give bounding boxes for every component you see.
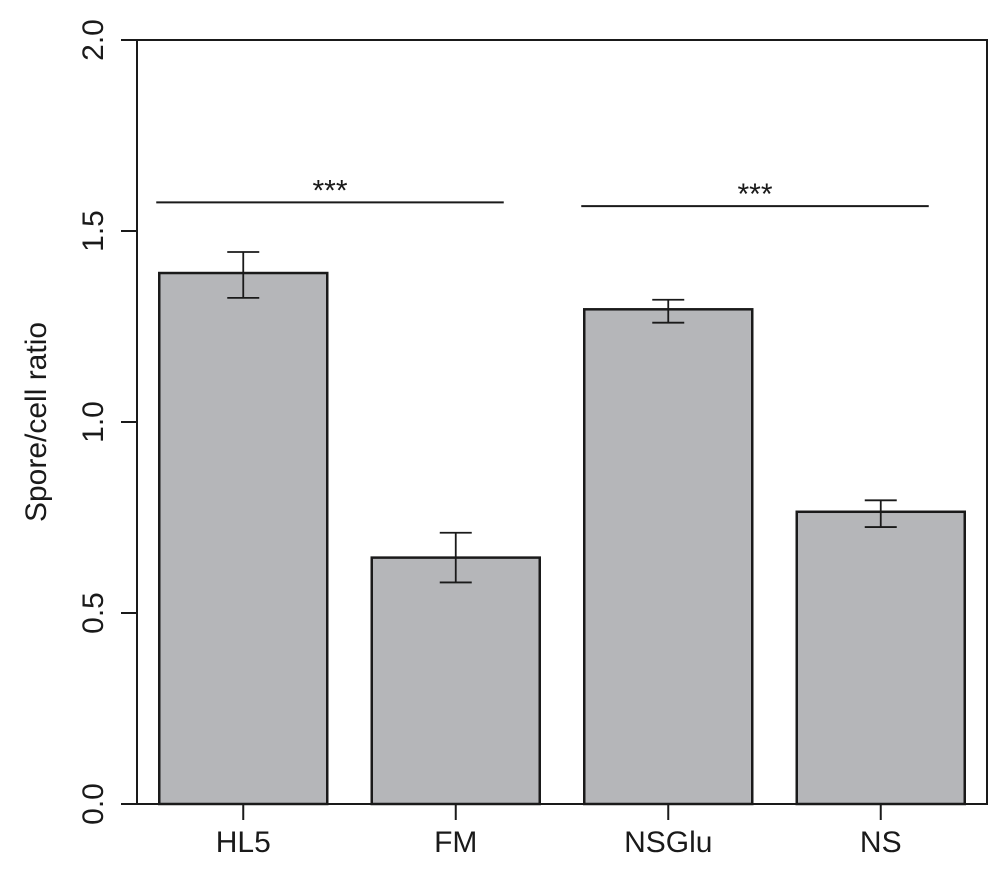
error-bar [864, 499, 897, 528]
y-tick-label: 0.0 [77, 783, 110, 825]
bar-hl5 [158, 271, 329, 806]
bar-fm [370, 556, 541, 806]
error-bar [439, 531, 472, 584]
x-tick-label-ns: NS [860, 826, 902, 859]
significance-label: *** [312, 174, 347, 207]
y-tick-label: 0.5 [77, 592, 110, 634]
error-bars-group [227, 251, 897, 584]
significance-bracket: *** [156, 174, 504, 207]
y-axis-title: Spore/cell ratio [20, 322, 53, 522]
bar-nsglu [583, 308, 754, 806]
x-tick-label-nsglu: NSGlu [624, 826, 712, 859]
y-axis: 0.0 0.5 1.0 1.5 2.0 [77, 19, 137, 825]
bars-group [158, 271, 966, 806]
significance-bracket: *** [581, 178, 929, 211]
error-bar [227, 251, 260, 299]
y-tick-label: 2.0 [77, 19, 110, 61]
x-tick-label-fm: FM [434, 826, 477, 859]
y-tick-label: 1.5 [77, 210, 110, 252]
significance-annotations: *** *** [156, 174, 929, 211]
y-tick-label: 1.0 [77, 401, 110, 443]
x-tick-label-hl5: HL5 [216, 826, 271, 859]
bar-ns [795, 510, 966, 806]
x-axis: HL5 FM NSGlu NS [216, 804, 902, 859]
significance-label: *** [737, 178, 772, 211]
error-bar [652, 298, 685, 324]
